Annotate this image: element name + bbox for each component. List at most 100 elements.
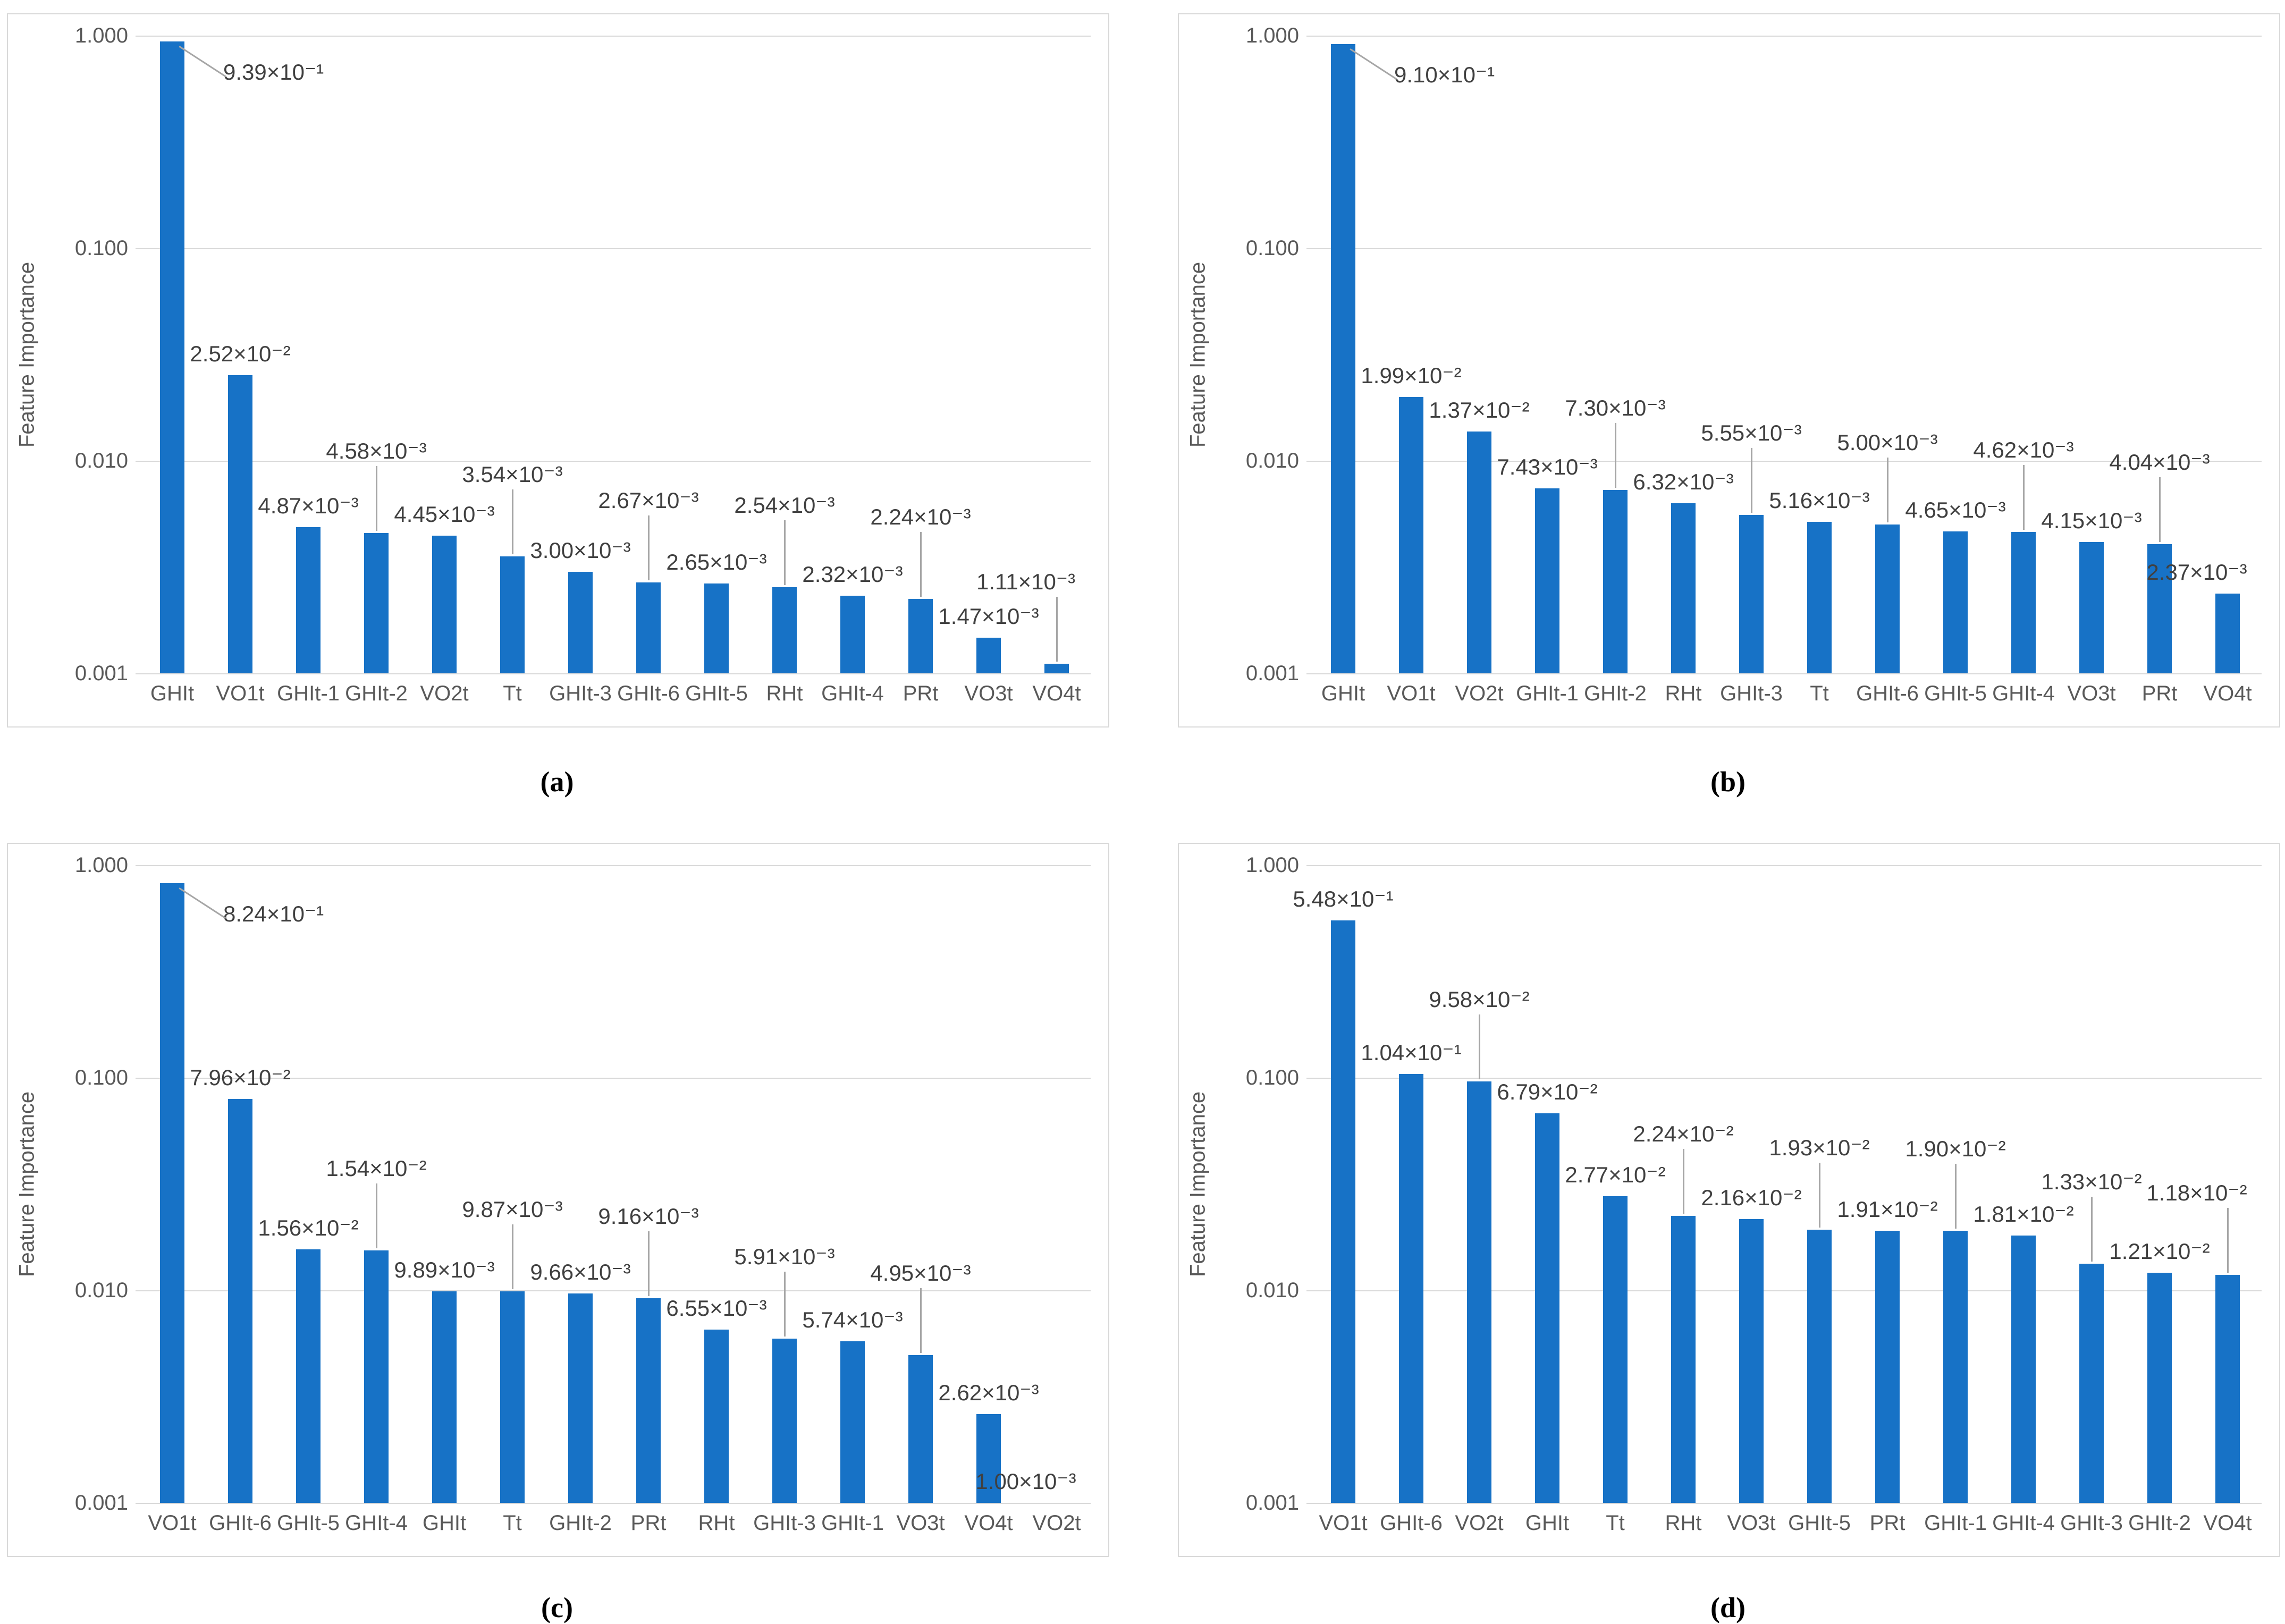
bar [704,1330,729,1503]
x-tick-label: GHIt-4 [821,682,884,705]
leader-line [1615,423,1616,488]
bar-value-label: 5.48×10⁻¹ [1293,886,1394,911]
bar-value-label: 2.37×10⁻³ [2146,560,2247,585]
leader-line [1350,48,1397,80]
leader-line [376,466,377,531]
x-tick-label: GHIt [150,682,195,705]
y-gridline [136,1503,1091,1504]
bar [1807,522,1832,673]
bar [160,883,184,1503]
x-tick-label: GHIt-6 [1856,682,1919,705]
bar [296,527,321,673]
leader-line [512,489,513,554]
bar-value-label: 2.77×10⁻² [1565,1162,1666,1187]
y-tick-label: 0.001 [74,662,128,685]
y-gridline [1306,865,2262,866]
leader-line [376,1183,377,1248]
bar [2079,542,2104,673]
bar-value-label: 5.00×10⁻³ [1837,430,1938,455]
x-tick-label: PRt [903,682,939,705]
bar [1807,1230,1832,1503]
chart-panel: Feature Importance 1.000 0.100 0.010 0.001 V… [1178,843,2280,1557]
bar-value-label: 3.54×10⁻³ [462,462,563,487]
x-tick-label: VO3t [964,682,1013,705]
bar-value-label: 1.93×10⁻² [1769,1135,1870,1160]
bar [1671,1216,1696,1503]
y-tick-label: 0.100 [1245,236,1299,260]
y-tick-label: 0.100 [74,236,128,260]
x-tick-label: GHIt-2 [2128,1511,2191,1535]
y-gridline [136,1078,1091,1079]
bar [228,1099,252,1503]
bar-value-label: 2.24×10⁻² [1633,1121,1734,1146]
x-tick-label: GHIt [1525,1511,1570,1535]
bar [1671,503,1696,673]
bar-value-label: 2.24×10⁻³ [870,504,971,529]
bar-value-label: 1.37×10⁻² [1429,397,1530,422]
bar-value-label: 2.65×10⁻³ [666,549,767,574]
bar-value-label: 1.11×10⁻³ [976,569,1076,594]
bar [976,1414,1001,1503]
x-tick-label: VO3t [896,1511,945,1535]
y-gridline [136,461,1091,462]
leader-line [920,532,922,597]
x-tick-label: GHIt [1321,682,1365,705]
x-tick-label: Tt [1606,1511,1625,1535]
leader-line [1819,1163,1820,1228]
bar-value-label: 1.18×10⁻² [2146,1180,2247,1205]
bar [1603,1196,1628,1503]
y-gridline [1306,1290,2262,1291]
y-tick-label: 0.001 [1245,1491,1299,1515]
bar [1399,1074,1423,1503]
bar-value-label: 9.58×10⁻² [1429,987,1530,1012]
x-tick-label: VO4t [1032,682,1081,705]
panel-caption: (a) [540,766,574,798]
x-tick-label: GHIt [422,1511,467,1535]
bar-value-label: 1.90×10⁻² [1905,1136,2006,1161]
bar [296,1249,321,1503]
leader-line [2159,477,2161,542]
bar-value-label: 4.65×10⁻³ [1905,497,2006,522]
leader-line [648,515,650,580]
y-gridline [136,673,1091,674]
x-tick-label: RHt [766,682,803,705]
x-tick-label: VO3t [2067,682,2116,705]
bar-value-label: 1.33×10⁻² [2041,1169,2142,1194]
x-tick-label: VO3t [1727,1511,1776,1535]
bar [1535,1113,1559,1503]
chart-panel: Feature Importance 1.000 0.100 0.010 0.001 G… [1178,13,2280,728]
bar [500,556,525,673]
bar-value-label: 2.62×10⁻³ [938,1380,1039,1405]
y-gridline [1306,36,2262,37]
bar [568,572,593,673]
bar-value-label: 9.89×10⁻³ [394,1257,495,1282]
bar-value-label: 2.16×10⁻² [1701,1185,1802,1210]
x-tick-label: GHIt-1 [1924,1511,1987,1535]
leader-line [1751,448,1752,513]
chart-panel: Feature Importance 1.000 0.100 0.010 0.001 G… [7,13,1109,728]
leader-line [179,46,226,78]
bar-value-label: 4.04×10⁻³ [2109,450,2210,475]
y-gridline [136,1290,1091,1291]
x-tick-label: VO1t [216,682,265,705]
bar [704,583,729,673]
bar [1739,1219,1764,1503]
y-gridline [1306,248,2262,249]
bar [364,533,389,673]
x-tick-label: RHt [1665,682,1702,705]
bar-value-label: 5.55×10⁻³ [1701,420,1802,445]
x-tick-label: VO1t [1319,1511,1368,1535]
bar [160,41,184,673]
leader-line [648,1231,650,1296]
bar-value-label: 9.16×10⁻³ [598,1204,699,1229]
leader-line [1887,458,1888,522]
bar [1739,515,1764,673]
bar [2011,1236,2036,1503]
leader-line [1955,1164,1957,1229]
x-tick-label: GHIt-1 [1516,682,1579,705]
y-tick-label: 0.010 [1245,449,1299,472]
y-axis-title: Feature Importance [15,261,39,447]
bar [2147,1273,2172,1503]
bar [2215,594,2240,673]
bar [2079,1264,2104,1503]
